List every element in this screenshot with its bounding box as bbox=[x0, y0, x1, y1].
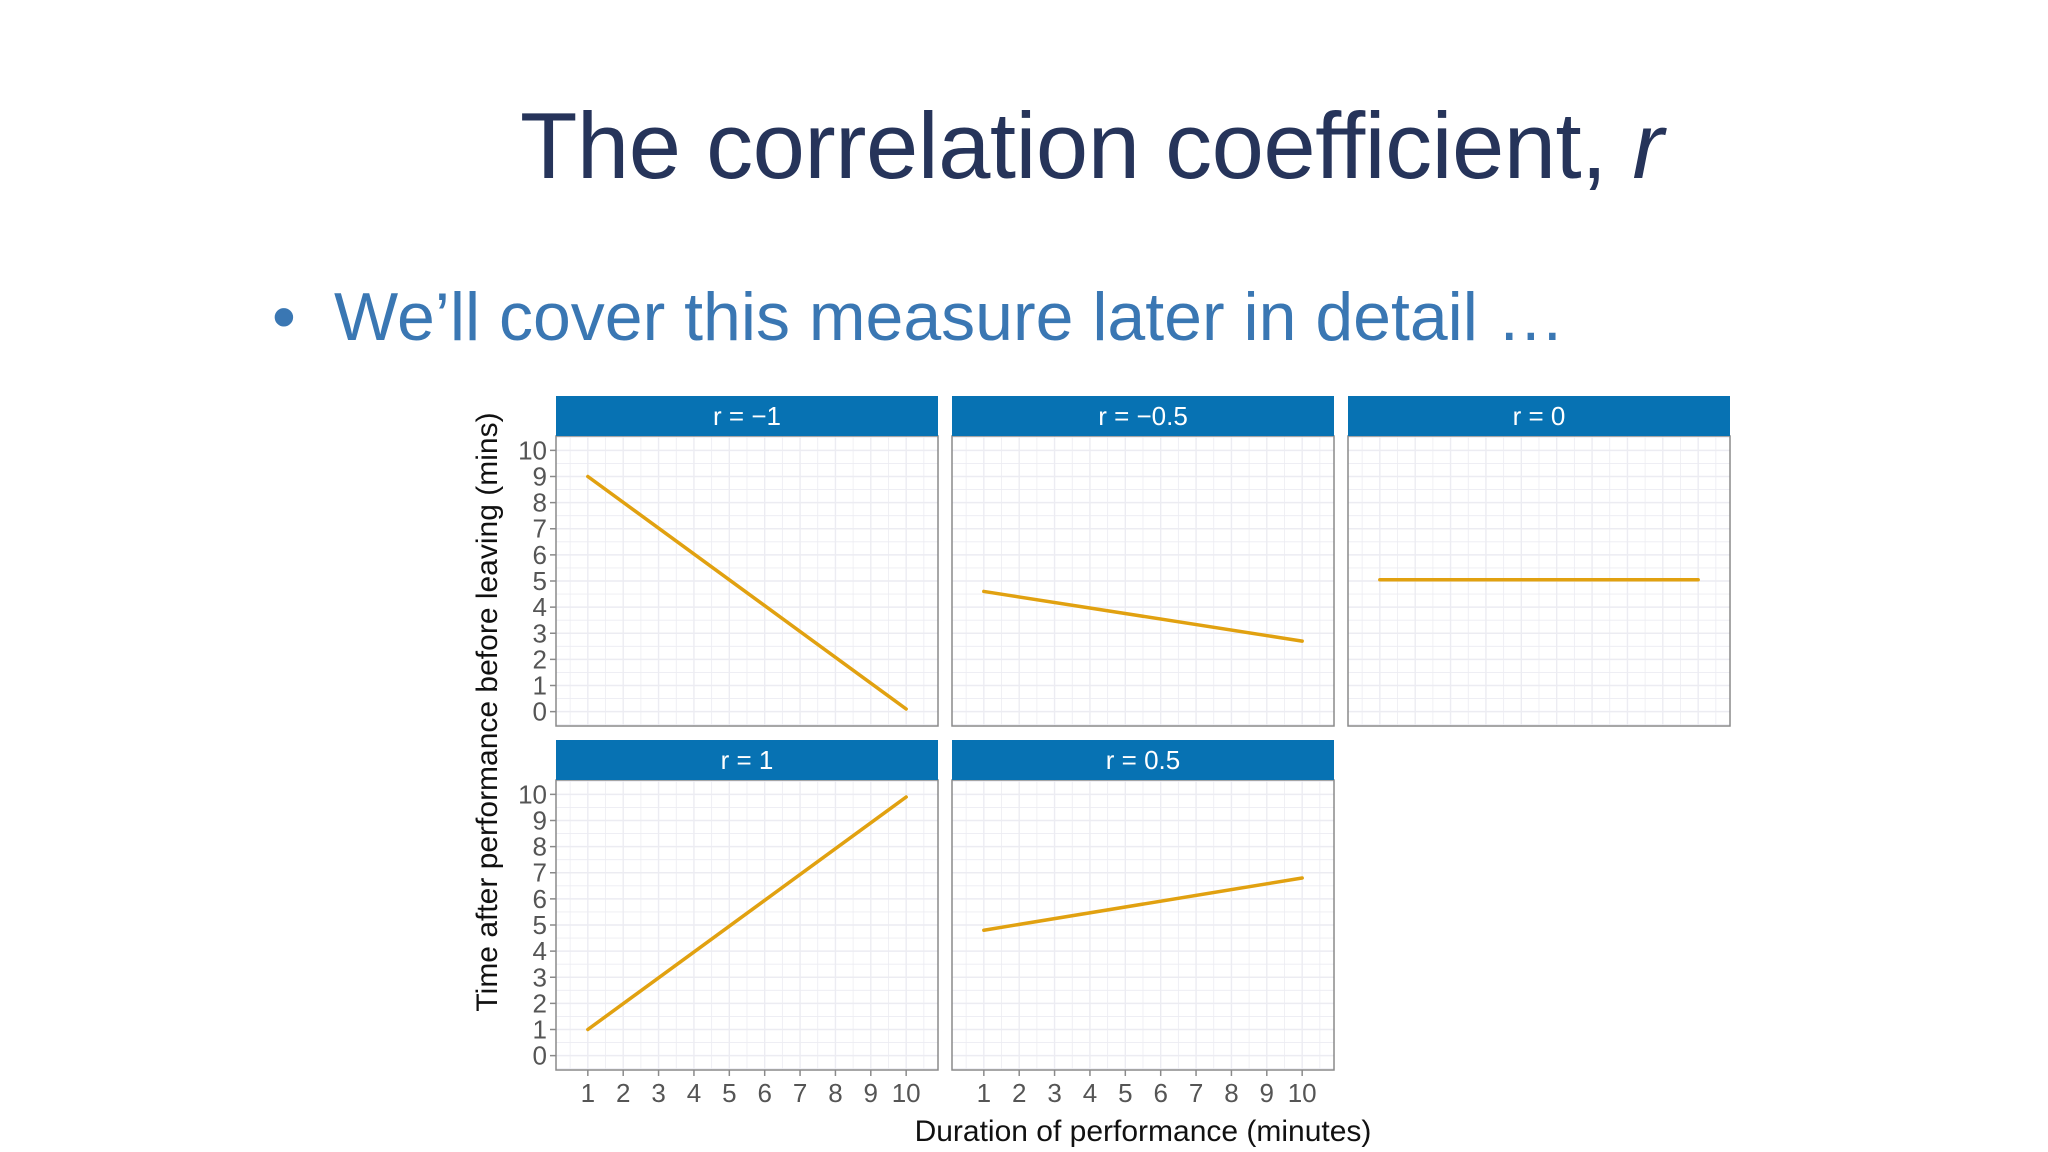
x-tick-label: 2 bbox=[1012, 1078, 1026, 1108]
bullet-icon: • bbox=[272, 279, 296, 355]
y-tick-label: 10 bbox=[518, 435, 547, 465]
y-tick-label: 3 bbox=[533, 962, 547, 992]
slide-title-variable: r bbox=[1632, 93, 1664, 198]
facet-strip-label: r = −0.5 bbox=[1098, 401, 1188, 431]
y-tick-label: 6 bbox=[533, 540, 547, 570]
y-tick-label: 6 bbox=[533, 884, 547, 914]
facet-strip bbox=[1348, 396, 1730, 436]
series-line bbox=[586, 795, 908, 1032]
y-tick-label: 0 bbox=[533, 697, 547, 727]
facet-strip-label: r = 0 bbox=[1513, 401, 1566, 431]
facet-strip-label: r = 0.5 bbox=[1106, 745, 1180, 775]
x-tick-label: 3 bbox=[1047, 1078, 1061, 1108]
y-tick-label: 4 bbox=[533, 936, 547, 966]
grid-lines bbox=[952, 436, 1334, 726]
grid-lines bbox=[556, 436, 938, 726]
facet-strip bbox=[952, 740, 1334, 780]
y-tick-label: 7 bbox=[533, 514, 547, 544]
slide-title: The correlation coefficient, r bbox=[520, 92, 1664, 200]
x-tick-label: 10 bbox=[1288, 1078, 1317, 1108]
x-axis-title: Duration of performance (minutes) bbox=[915, 1115, 1372, 1148]
y-tick-label: 8 bbox=[533, 488, 547, 518]
facet-strip bbox=[952, 396, 1334, 436]
slide-title-text: The correlation coefficient, bbox=[520, 93, 1633, 198]
y-tick-label: 7 bbox=[533, 858, 547, 888]
x-tick-label: 9 bbox=[1260, 1078, 1274, 1108]
x-tick-label: 8 bbox=[1224, 1078, 1238, 1108]
y-tick-label: 10 bbox=[518, 779, 547, 809]
bullet-text: We’ll cover this measure later in detail… bbox=[334, 279, 1565, 355]
y-tick-label: 1 bbox=[533, 1015, 547, 1045]
y-tick-label: 5 bbox=[533, 910, 547, 940]
x-tick-label: 1 bbox=[977, 1078, 991, 1108]
x-tick-label: 3 bbox=[651, 1078, 665, 1108]
facet-strip-label: r = 1 bbox=[721, 745, 774, 775]
x-tick-label: 4 bbox=[1083, 1078, 1097, 1108]
y-tick-label: 1 bbox=[533, 671, 547, 701]
y-tick-label: 0 bbox=[533, 1041, 547, 1071]
x-tick-label: 1 bbox=[581, 1078, 595, 1108]
grid-lines bbox=[556, 780, 938, 1070]
y-tick-label: 9 bbox=[533, 805, 547, 835]
y-tick-label: 4 bbox=[533, 592, 547, 622]
x-tick-label: 4 bbox=[687, 1078, 701, 1108]
x-tick-label: 6 bbox=[757, 1078, 771, 1108]
x-tick-label: 7 bbox=[1189, 1078, 1203, 1108]
grid-lines bbox=[952, 780, 1334, 1070]
y-axis-title: Time after performance before leaving (m… bbox=[471, 412, 504, 1011]
x-tick-label: 6 bbox=[1153, 1078, 1167, 1108]
facet-strip bbox=[556, 740, 938, 780]
y-tick-label: 2 bbox=[533, 644, 547, 674]
y-tick-label: 9 bbox=[533, 461, 547, 491]
series-line bbox=[982, 589, 1304, 643]
series-line bbox=[586, 474, 908, 711]
facet-panel: r = 0 bbox=[1347, 396, 1731, 727]
x-tick-label: 5 bbox=[1118, 1078, 1132, 1108]
x-tick-label: 9 bbox=[864, 1078, 878, 1108]
y-tick-label: 2 bbox=[533, 988, 547, 1018]
x-tick-label: 8 bbox=[828, 1078, 842, 1108]
facet-strip-label: r = −1 bbox=[713, 401, 781, 431]
y-tick-label: 8 bbox=[533, 832, 547, 862]
series-line bbox=[982, 876, 1304, 932]
x-tick-label: 2 bbox=[616, 1078, 630, 1108]
x-tick-label: 7 bbox=[793, 1078, 807, 1108]
facet-panel: r = 0.5 1 2 3 4 5 6 7 8 9 10 bbox=[951, 740, 1335, 1108]
bullet-point: • We’ll cover this measure later in detai… bbox=[272, 278, 1565, 356]
facet-strip bbox=[556, 396, 938, 436]
y-tick-label: 3 bbox=[533, 618, 547, 648]
facet-panel: r = −0.5 bbox=[951, 396, 1335, 727]
y-tick-label: 5 bbox=[533, 566, 547, 596]
x-tick-label: 10 bbox=[892, 1078, 921, 1108]
x-tick-label: 5 bbox=[722, 1078, 736, 1108]
